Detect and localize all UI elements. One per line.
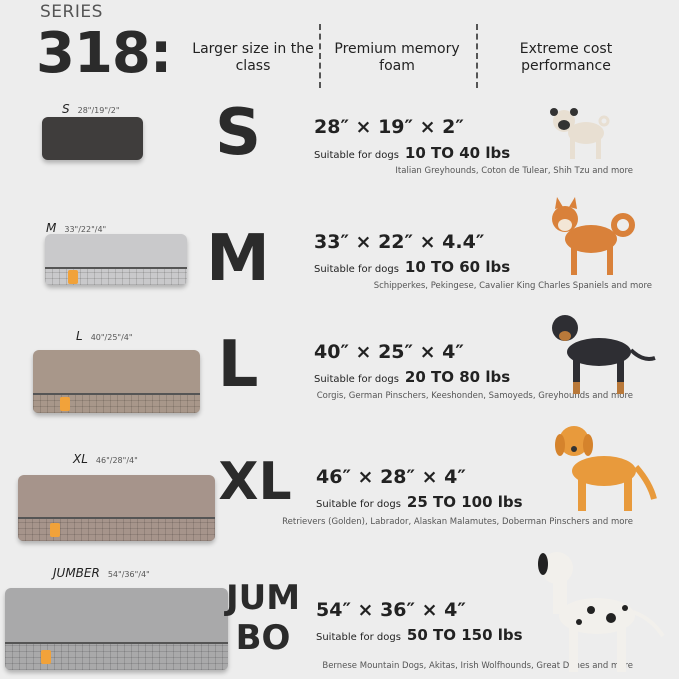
size-name: S xyxy=(62,102,70,116)
breeds: Schipperkes, Pekingese, Cavalier King Ch… xyxy=(373,281,652,291)
dog-bed-image xyxy=(33,350,200,413)
brand-tag xyxy=(60,397,70,411)
suitable-prefix: Suitable for dogs xyxy=(314,374,399,385)
size-label-dims: 54"/36"/4" xyxy=(107,570,150,579)
size-label: L 40"/25"/4" xyxy=(76,329,133,343)
brand-tag xyxy=(41,650,51,664)
brand-tag xyxy=(68,270,78,284)
weight-range: 50 TO 150 lbs xyxy=(406,626,523,644)
size-label-dims: 40"/25"/4" xyxy=(90,333,133,342)
suitable-for: Suitable for dogs 20 TO 80 lbs xyxy=(314,368,510,386)
dog-bed-image xyxy=(18,475,215,541)
akita-icon xyxy=(552,197,635,275)
series-number: 318: xyxy=(36,21,172,86)
weight-range: 25 TO 100 lbs xyxy=(406,493,523,511)
suitable-prefix: Suitable for dogs xyxy=(314,150,399,161)
size-letter: JUM BO xyxy=(218,578,308,658)
series-label: SERIES xyxy=(40,2,103,22)
size-name: JUMBER xyxy=(53,566,100,580)
dalmatian-icon xyxy=(538,552,665,672)
size-letter-line: S xyxy=(214,96,262,170)
breeds: Corgis, German Pinschers, Keeshonden, Sa… xyxy=(316,391,633,401)
size-label: S 28"/19"/2" xyxy=(62,102,120,116)
suitable-prefix: Suitable for dogs xyxy=(316,632,401,643)
feature-memory-foam: Premium memory foam xyxy=(334,41,460,74)
pug-icon xyxy=(550,108,610,159)
dog-bed-image xyxy=(45,234,187,285)
size-letter: L xyxy=(200,328,276,402)
divider xyxy=(476,24,478,88)
dog-bed-image xyxy=(42,117,143,160)
size-label-dims: 33"/22"/4" xyxy=(64,225,107,234)
breeds: Bernese Mountain Dogs, Akitas, Irish Wol… xyxy=(322,661,633,671)
dimensions: 54″ × 36″ × 4″ xyxy=(316,599,466,621)
dimensions: 28″ × 19″ × 2″ xyxy=(314,116,464,138)
size-letter-line: JUM xyxy=(225,578,301,618)
brand-tag xyxy=(50,523,60,537)
suitable-prefix: Suitable for dogs xyxy=(316,499,401,510)
feature-larger-size: Larger size in the class xyxy=(192,41,314,74)
feature-cost-performance: Extreme cost performance xyxy=(519,41,613,74)
size-name: XL xyxy=(73,452,88,466)
weight-range: 20 TO 80 lbs xyxy=(404,368,511,386)
dimensions: 46″ × 28″ × 4″ xyxy=(316,466,466,488)
size-label-dims: 46"/28"/4" xyxy=(95,456,138,465)
size-label: JUMBER 54"/36"/4" xyxy=(53,566,150,580)
size-letter-line: BO xyxy=(235,618,291,658)
size-label: XL 46"/28"/4" xyxy=(73,452,138,466)
suitable-for: Suitable for dogs 10 TO 40 lbs xyxy=(314,144,510,162)
weight-range: 10 TO 40 lbs xyxy=(404,144,511,162)
breeds: Retrievers (Golden), Labrador, Alaskan M… xyxy=(282,517,633,527)
dimensions: 40″ × 25″ × 4″ xyxy=(314,341,464,363)
suitable-for: Suitable for dogs 10 TO 60 lbs xyxy=(314,258,510,276)
weight-range: 10 TO 60 lbs xyxy=(404,258,511,276)
rottweiler-icon xyxy=(552,315,656,394)
size-letter-line: L xyxy=(217,328,259,402)
suitable-for: Suitable for dogs 25 TO 100 lbs xyxy=(316,493,523,511)
size-label: M 33"/22"/4" xyxy=(46,221,106,235)
size-letter-line: XL xyxy=(218,452,292,512)
breeds: Italian Greyhounds, Coton de Tulear, Shi… xyxy=(395,166,633,176)
size-letter: XL xyxy=(215,452,295,512)
dog-bed-image xyxy=(5,588,228,670)
size-letter: M xyxy=(200,222,276,296)
suitable-prefix: Suitable for dogs xyxy=(314,264,399,275)
golden-retriever-icon xyxy=(555,426,657,511)
suitable-for: Suitable for dogs 50 TO 150 lbs xyxy=(316,626,523,644)
size-letter-line: M xyxy=(206,222,270,296)
size-label-dims: 28"/19"/2" xyxy=(77,106,120,115)
size-name: M xyxy=(46,221,57,235)
size-letter: S xyxy=(200,96,276,170)
dimensions: 33″ × 22″ × 4.4″ xyxy=(314,231,485,253)
size-name: L xyxy=(76,329,83,343)
divider xyxy=(319,24,321,88)
